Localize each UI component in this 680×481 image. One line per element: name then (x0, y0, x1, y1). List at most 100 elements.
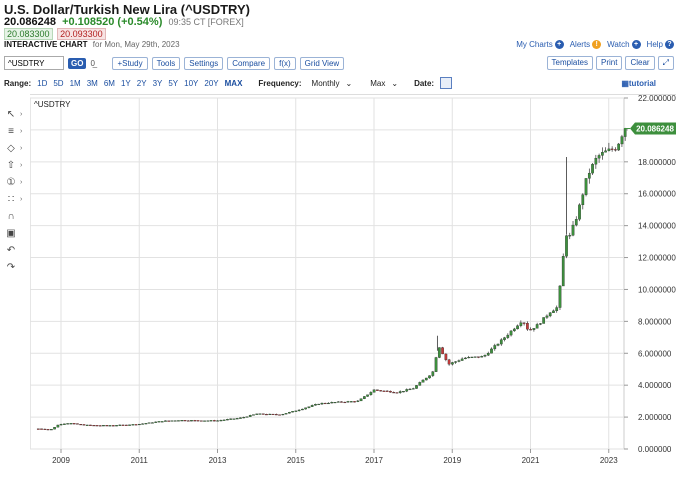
range-6m[interactable]: 6M (103, 78, 115, 88)
line-tool-icon[interactable]: ≡ › (4, 123, 26, 140)
ask-price: 20.093300 (57, 28, 106, 40)
candle-body (59, 424, 63, 426)
candle-body (548, 312, 552, 317)
candle-body (372, 389, 376, 393)
y-tick-label: 0.000000 (638, 445, 672, 454)
lock-icon[interactable]: ▣ (4, 225, 26, 242)
range-10y[interactable]: 10Y (184, 78, 199, 88)
type-select[interactable]: Max ⌄ (370, 78, 399, 88)
candle-body (268, 413, 272, 416)
clear-button[interactable]: Clear (625, 56, 655, 70)
candle-body (167, 420, 171, 422)
candle-body (366, 394, 369, 397)
price-chart[interactable]: 22.00000020.00000018.00000016.00000014.0… (30, 94, 676, 481)
range-3m[interactable]: 3M (86, 78, 98, 88)
candle-body (157, 421, 161, 423)
fib-tool-glyph: ∷ (7, 194, 15, 205)
range-5y[interactable]: 5Y (168, 78, 179, 88)
candle-body (623, 128, 627, 137)
candle-body (512, 328, 516, 332)
candle-body (428, 375, 431, 379)
candle-body (454, 361, 457, 363)
candle-body (173, 420, 177, 422)
candle-body (235, 418, 239, 420)
go-button[interactable]: GO (68, 57, 87, 69)
candle-body (105, 425, 109, 427)
candle-body (151, 422, 154, 424)
candle-body (532, 328, 536, 330)
candle-body (526, 322, 529, 330)
candle-body (213, 420, 216, 422)
candle-body (131, 424, 135, 426)
magnet-icon[interactable]: ∩ (4, 208, 26, 225)
fx-button[interactable]: f(x) (274, 56, 296, 70)
candle-body (147, 422, 151, 424)
templates-button[interactable]: Templates (546, 56, 594, 70)
candle-body (138, 423, 141, 426)
candle-body (76, 423, 79, 425)
arrow-tool-icon[interactable]: ⇧ › (4, 157, 26, 174)
calendar-icon[interactable] (440, 77, 453, 89)
watch-link[interactable]: Watch + (607, 40, 641, 50)
compare-button[interactable]: Compare (227, 56, 271, 70)
chevron-right-icon: › (20, 128, 23, 135)
candle-body (79, 424, 83, 426)
candle-body (115, 425, 118, 427)
candle-body (226, 419, 229, 421)
symbol-input[interactable] (4, 56, 64, 70)
print-button[interactable]: Print (596, 56, 623, 70)
candle-body (92, 425, 96, 427)
tools-button[interactable]: Tools (151, 56, 181, 70)
annotation-glyph: ① (6, 177, 16, 188)
candle-body (333, 402, 337, 404)
study-button[interactable]: +Study (112, 56, 148, 70)
range-1m[interactable]: 1M (69, 78, 81, 88)
crosshair-icon[interactable]: ↖ › (4, 106, 26, 123)
chevron-right-icon: › (20, 196, 23, 203)
tutorial-link[interactable]: ▦tutorial (621, 78, 656, 88)
candle-body (558, 285, 562, 308)
range-20y[interactable]: 20Y (204, 78, 219, 88)
candle-body (607, 148, 611, 151)
candle-body (574, 219, 578, 226)
expand-icon[interactable]: ⤢ (657, 56, 674, 70)
candle-body (190, 420, 193, 422)
range-3y[interactable]: 3Y (152, 78, 163, 88)
range-2y[interactable]: 2Y (136, 78, 147, 88)
range-1y[interactable]: 1Y (120, 78, 131, 88)
redo-icon[interactable]: ↷ (4, 259, 26, 276)
candle-body (405, 389, 409, 392)
candle-body (451, 362, 454, 365)
candle-body (98, 425, 102, 427)
my-charts-link[interactable]: My Charts + (516, 40, 564, 50)
candle-body (483, 355, 487, 357)
candle-body (242, 417, 246, 419)
candle-body (473, 356, 477, 358)
candle-body (203, 420, 206, 422)
candle-body (591, 164, 594, 174)
settings-button[interactable]: Settings (184, 56, 224, 70)
candle-body (516, 325, 519, 330)
candle-body (503, 337, 506, 340)
range-max[interactable]: MAX (224, 78, 243, 88)
frequency-select[interactable]: Monthly ⌄ (311, 78, 353, 88)
range-1d[interactable]: 1D (37, 78, 48, 88)
price-line: 20.086248 +0.108520 (+0.54%) 09:35 CT [F… (4, 16, 244, 28)
y-tick-label: 10.000000 (638, 285, 676, 294)
candle-body (288, 412, 291, 414)
alerts-link[interactable]: Alerts! (570, 40, 602, 50)
candle-body (571, 224, 575, 236)
range-5d[interactable]: 5D (53, 78, 64, 88)
candle-body (490, 348, 493, 354)
fib-tool-icon[interactable]: ∷ › (4, 191, 26, 208)
y-tick-label: 2.000000 (638, 413, 672, 422)
candle-body (493, 345, 497, 350)
help-link[interactable]: Help? (647, 40, 674, 50)
candle-body (519, 322, 523, 326)
shape-tool-icon[interactable]: ◇ › (4, 140, 26, 157)
candle-body (382, 390, 386, 392)
options-dropdown[interactable]: 0̲ (90, 58, 95, 68)
undo-icon[interactable]: ↶ (4, 242, 26, 259)
grid-view-button[interactable]: Grid View (299, 56, 345, 70)
annotation-icon[interactable]: ① › (4, 174, 26, 191)
